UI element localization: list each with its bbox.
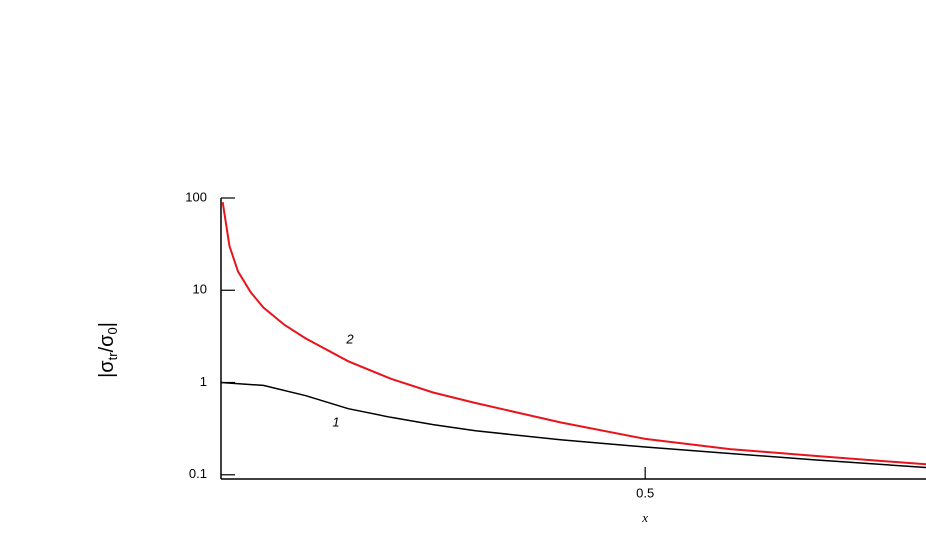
y-axis-label: |σtr/σ0| xyxy=(96,322,120,378)
y-tick-label: 10 xyxy=(193,282,207,297)
x-axis-label: x xyxy=(641,510,648,525)
y-tick-label: 1 xyxy=(200,374,207,389)
y-label-part: | xyxy=(96,322,118,327)
curve-label: 2 xyxy=(345,331,354,346)
series-line xyxy=(221,381,926,469)
y-label-part: tr xyxy=(105,352,120,361)
y-tick-label: 100 xyxy=(185,189,207,204)
curve-label: 1 xyxy=(332,414,339,429)
y-label-part: |σ xyxy=(96,360,118,378)
y-label-part: /σ xyxy=(96,334,118,353)
y-tick-label: 0.1 xyxy=(189,466,207,481)
y-label-part: 0 xyxy=(105,327,120,334)
series-line xyxy=(221,202,926,466)
x-tick-label: 0.5 xyxy=(636,485,654,500)
